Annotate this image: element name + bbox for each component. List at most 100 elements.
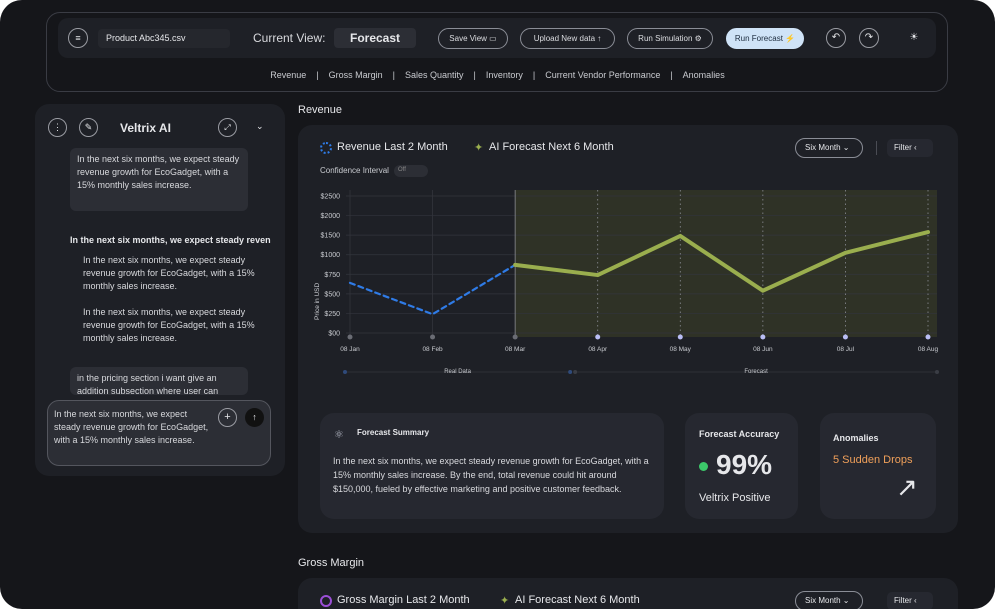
legend-past: Revenue Last 2 Month [337, 141, 448, 153]
legend-past: Gross Margin Last 2 Month [337, 594, 470, 606]
chat-bullet: In the next six months, we expect steady… [83, 254, 271, 293]
legend-icon [320, 595, 332, 607]
legend-icon: ✦ [500, 595, 510, 607]
tab-separator: | [670, 70, 673, 80]
save-view-button[interactable]: Save View ▭ [438, 28, 508, 49]
redo-button[interactable]: ↷ [859, 28, 879, 48]
summary-icon: ⚛ [334, 429, 344, 441]
legend-dot [935, 370, 939, 374]
series-line [513, 230, 930, 293]
simulation-button[interactable]: Run Simulation ⚙ [627, 28, 713, 49]
legend-forecast: AI Forecast Next 6 Month [515, 594, 640, 606]
series-line [348, 263, 517, 316]
x-tick-label: 08 May [670, 346, 692, 353]
x-tick-dot [842, 334, 848, 340]
chat-input-text: In the next six months, we expect steady… [54, 409, 209, 445]
filter-label: Filter [894, 596, 912, 605]
y-tick-label: $1000 [321, 252, 341, 259]
button-label: Upload New data [533, 34, 596, 43]
range-label: Six Month [805, 143, 841, 152]
chat-bullets: In the next six months, we expect steady… [70, 248, 271, 345]
legend-icon: ✦ [474, 142, 484, 154]
chat-message: in the pricing section i want give an ad… [70, 367, 248, 395]
y-tick-label: $500 [324, 291, 340, 298]
button-label: Run Forecast [734, 34, 783, 43]
more-button[interactable]: ⋮ [48, 118, 67, 137]
section-title: Gross Margin [298, 557, 365, 569]
undo-button[interactable]: ↶ [826, 28, 846, 48]
y-tick-label: $1500 [321, 233, 341, 240]
x-tick-label: 08 Mar [505, 346, 526, 353]
summary-card [320, 413, 664, 519]
tab[interactable]: Gross Margin [328, 70, 383, 80]
tab[interactable]: Inventory [485, 70, 523, 80]
tab-separator: | [316, 70, 319, 80]
expand-button[interactable]: ⤢ [218, 118, 237, 137]
x-tick-dot [677, 334, 683, 340]
confidence-toggle[interactable]: Off [394, 165, 428, 177]
x-tick-dot [760, 334, 766, 340]
legend-dot [573, 370, 578, 374]
anomalies-text: 5 Sudden Drops [833, 454, 913, 466]
view-value[interactable]: Forecast [334, 28, 416, 48]
x-tick-label: 08 Feb [422, 346, 443, 353]
tab[interactable]: Sales Quantity [405, 70, 464, 80]
legend-forecast: AI Forecast Next 6 Month [489, 141, 614, 153]
tab-separator: | [392, 70, 396, 80]
filter-button[interactable]: Filter ‹ [887, 592, 933, 609]
range-select[interactable]: Six Month ⌄ [795, 138, 863, 158]
legend-dot [343, 370, 347, 374]
range-select[interactable]: Six Month ⌄ [795, 591, 863, 609]
anomalies-card[interactable] [820, 413, 936, 519]
attach-button[interactable]: + [218, 408, 237, 427]
tab-separator: | [532, 70, 536, 80]
x-tick-label: 08 Jan [340, 346, 360, 353]
legend-label: Real Data [444, 369, 471, 375]
legend-dot [568, 370, 573, 374]
theme-button[interactable]: ☀ [909, 32, 919, 43]
legend-icon [320, 142, 332, 154]
filter-label: Filter [894, 143, 912, 152]
divider [876, 141, 877, 155]
tab-separator: | [473, 70, 476, 80]
confidence-label: Confidence Interval [320, 166, 389, 175]
forecast-region [515, 190, 937, 337]
y-tick-label: $250 [324, 311, 340, 318]
top-bar [46, 12, 948, 92]
x-tick-dot [430, 334, 436, 340]
x-tick-dot [512, 334, 518, 340]
y-tick-label: $00 [328, 331, 340, 338]
accuracy-value: 99% [716, 449, 773, 480]
send-button[interactable]: ↑ [245, 408, 264, 427]
toggle-label: Off [398, 167, 406, 173]
tab[interactable]: Current Vendor Performance [545, 70, 661, 80]
x-tick-dot [925, 334, 931, 340]
range-label: Six Month [805, 596, 841, 605]
anomalies-title: Anomalies [833, 433, 879, 443]
summary-text: In the next six months, we expect steady… [333, 456, 649, 494]
filter-button[interactable]: Filter ‹ [887, 139, 933, 157]
button-label: Run Simulation [638, 34, 693, 43]
x-tick-dot [595, 334, 601, 340]
y-axis-label: Price in USD [314, 282, 321, 320]
collapse-button[interactable]: ⌄ [256, 121, 264, 131]
status-dot [699, 462, 708, 471]
tabs: Revenue | Gross Margin | Sales Quantity | Inve… [0, 70, 995, 80]
tab[interactable]: Revenue [270, 70, 307, 80]
file-name[interactable]: Product Abc345.csv [98, 29, 230, 48]
view-label: Current View: [253, 31, 326, 45]
x-tick-label: 08 Apr [588, 346, 608, 353]
edit-button[interactable]: ✎ [79, 118, 98, 137]
button-label: Save View [449, 34, 487, 43]
legend-label: Forecast [744, 369, 768, 375]
section-title: Revenue [298, 104, 343, 116]
menu-button[interactable]: ≡ [68, 28, 88, 48]
x-tick-label: 08 Aug [918, 346, 939, 353]
y-tick-label: $750 [324, 272, 340, 279]
run-forecast-button[interactable]: Run Forecast ⚡ [726, 28, 804, 49]
y-tick-label: $2500 [321, 194, 341, 201]
tab[interactable]: Anomalies [682, 70, 725, 80]
upload-button[interactable]: Upload New data ↑ [520, 28, 615, 49]
chat-bullet: In the next six months, we expect steady… [83, 306, 271, 345]
